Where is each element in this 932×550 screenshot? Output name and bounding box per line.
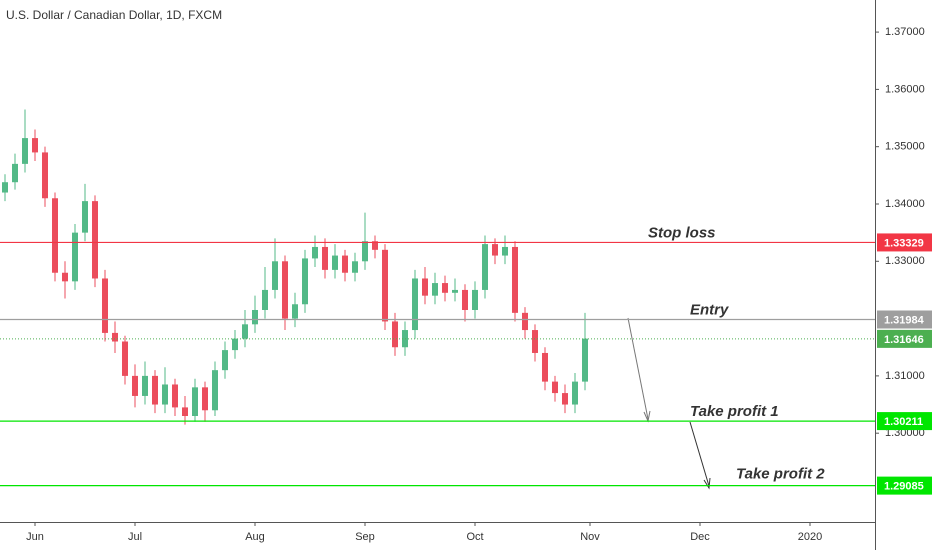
candle-body bbox=[422, 278, 428, 296]
candle-body bbox=[322, 246, 328, 270]
candle-body bbox=[482, 244, 488, 290]
x-tick-label: 2020 bbox=[798, 531, 822, 543]
candle-body bbox=[232, 338, 238, 351]
price-label: 1.33329 bbox=[884, 237, 924, 249]
x-tick-label: Aug bbox=[245, 531, 265, 543]
candle-body bbox=[272, 261, 278, 290]
candle-body bbox=[292, 304, 298, 319]
candle-body bbox=[372, 241, 378, 250]
candle-body bbox=[312, 246, 318, 259]
level-annotation: Entry bbox=[690, 301, 729, 318]
candle-body bbox=[82, 201, 88, 233]
candle-body bbox=[32, 138, 38, 153]
x-tick-label: Dec bbox=[690, 531, 710, 543]
x-tick-label: Jul bbox=[128, 531, 142, 543]
candle-body bbox=[282, 261, 288, 319]
candle-body bbox=[382, 249, 388, 322]
candle-body bbox=[212, 370, 218, 411]
y-tick-label: 1.37000 bbox=[885, 26, 925, 38]
candle-body bbox=[112, 332, 118, 342]
candle-body bbox=[522, 312, 528, 331]
price-label: 1.30211 bbox=[884, 416, 923, 428]
candle-body bbox=[12, 163, 18, 183]
candle-body bbox=[222, 350, 228, 371]
arrow bbox=[689, 421, 710, 487]
candle-body bbox=[172, 384, 178, 408]
x-tick-label: Oct bbox=[466, 531, 483, 543]
candle-body bbox=[92, 201, 98, 279]
level-annotation: Stop loss bbox=[648, 224, 716, 241]
candle-body bbox=[72, 232, 78, 282]
candle-body bbox=[512, 246, 518, 313]
candle-body bbox=[122, 341, 128, 376]
price-label-bg bbox=[877, 233, 932, 252]
x-tick-label: Jun bbox=[26, 531, 44, 543]
candle-body bbox=[542, 352, 548, 382]
candle-body bbox=[242, 324, 248, 339]
candle-body bbox=[352, 261, 358, 273]
candle-body bbox=[452, 289, 458, 293]
candle-body bbox=[552, 381, 558, 394]
candle-body bbox=[502, 246, 508, 256]
candle-body bbox=[442, 283, 448, 293]
candle-body bbox=[2, 182, 8, 193]
candle-body bbox=[102, 278, 108, 333]
candle-body bbox=[302, 258, 308, 305]
price-label-bg bbox=[877, 476, 932, 495]
candle-body bbox=[142, 375, 148, 396]
candle-body bbox=[62, 272, 68, 282]
price-label-bg bbox=[877, 310, 932, 329]
candle-body bbox=[392, 321, 398, 348]
candle-body bbox=[462, 289, 468, 310]
candle-body bbox=[492, 244, 498, 256]
candle-body bbox=[162, 384, 168, 405]
candle-body bbox=[572, 381, 578, 405]
x-tick-label: Sep bbox=[355, 531, 375, 543]
candle-body bbox=[362, 241, 368, 262]
candle-body bbox=[192, 387, 198, 416]
candle-body bbox=[22, 138, 28, 164]
price-label: 1.31646 bbox=[884, 334, 924, 346]
y-tick-label: 1.33000 bbox=[885, 255, 925, 267]
candle-body bbox=[42, 152, 48, 199]
level-annotation: Take profit 1 bbox=[690, 403, 779, 420]
x-tick-label: Nov bbox=[580, 531, 600, 543]
price-label: 1.29085 bbox=[884, 481, 924, 493]
y-tick-label: 1.31000 bbox=[885, 370, 925, 382]
candle-body bbox=[202, 387, 208, 411]
candle-body bbox=[432, 283, 438, 296]
candle-body bbox=[52, 198, 58, 273]
price-label-bg bbox=[877, 412, 932, 431]
candle-body bbox=[412, 278, 418, 331]
price-label-bg bbox=[877, 329, 932, 348]
candle-body bbox=[342, 255, 348, 273]
candle-body bbox=[132, 375, 138, 396]
candle-body bbox=[532, 330, 538, 353]
candle-body bbox=[562, 393, 568, 405]
y-tick-label: 1.36000 bbox=[885, 83, 925, 95]
price-label: 1.31984 bbox=[884, 314, 925, 326]
candle-body bbox=[262, 289, 268, 310]
candle-body bbox=[472, 289, 478, 310]
y-tick-label: 1.34000 bbox=[885, 198, 925, 210]
chart-title: U.S. Dollar / Canadian Dollar, 1D, FXCM bbox=[6, 8, 222, 22]
candle-body bbox=[582, 338, 588, 382]
candle-body bbox=[252, 309, 258, 325]
level-annotation: Take profit 2 bbox=[736, 466, 825, 483]
candle-body bbox=[152, 375, 158, 405]
arrow-head bbox=[703, 477, 711, 490]
arrow bbox=[627, 317, 649, 420]
y-tick-label: 1.35000 bbox=[885, 141, 925, 153]
candle-body bbox=[182, 407, 188, 416]
candle-body bbox=[332, 255, 338, 270]
